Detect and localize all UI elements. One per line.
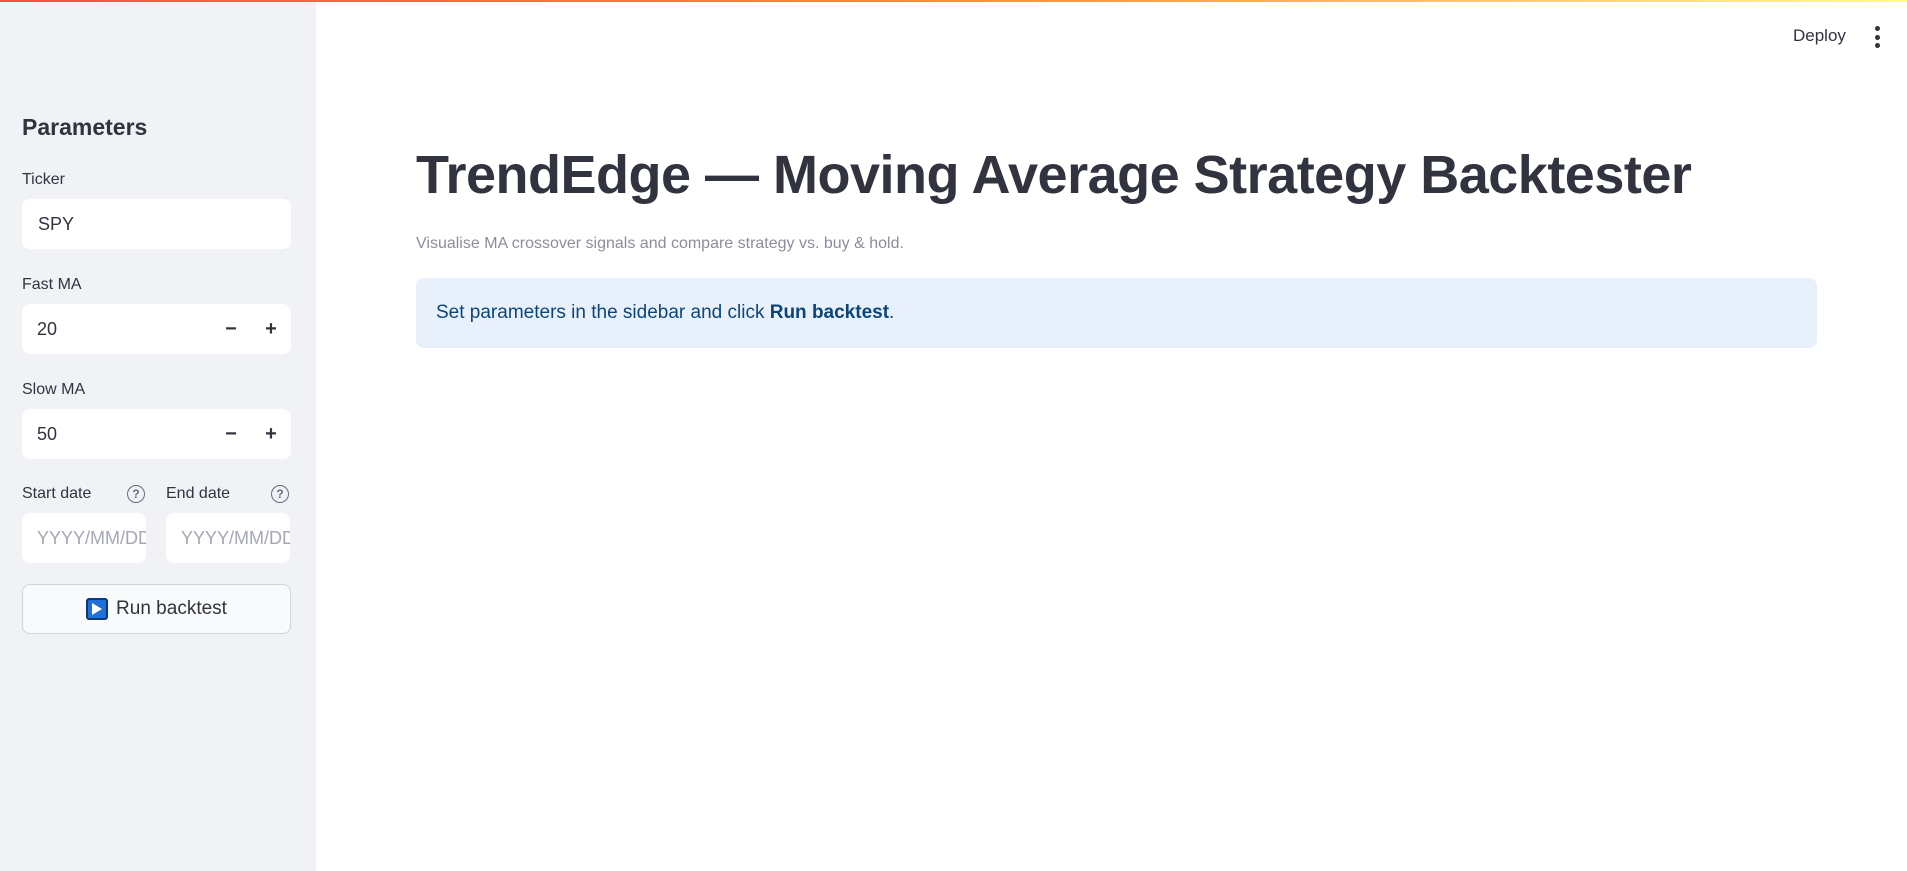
fast-ma-increment-button[interactable]: + [265, 317, 277, 340]
slow-ma-label: Slow MA [22, 381, 86, 398]
run-backtest-button[interactable]: Run backtest [22, 584, 291, 634]
fast-ma-decrement-button[interactable]: − [225, 317, 237, 340]
top-decoration-bar [0, 0, 1907, 2]
fast-ma-value[interactable]: 20 [37, 318, 58, 339]
info-text-suffix: . [889, 302, 895, 323]
slow-ma-decrement-button[interactable]: − [225, 422, 237, 445]
end-date-label: End date [166, 485, 231, 502]
sidebar: Parameters Ticker SPY Fast MA 20 − + Slo… [0, 0, 316, 871]
start-date-input[interactable]: YYYY/MM/DD [22, 513, 146, 563]
slow-ma-value[interactable]: 50 [37, 423, 58, 444]
ticker-label: Ticker [22, 171, 65, 188]
end-date-help-icon[interactable]: ? [271, 485, 289, 503]
info-text-bold: Run backtest [769, 302, 890, 323]
start-date-label: Start date [22, 485, 92, 502]
slow-ma-number-input: 50 − + [22, 409, 291, 459]
run-backtest-label: Run backtest [116, 598, 227, 619]
play-button-icon [86, 598, 109, 620]
page-caption: Visualise MA crossover signals and compa… [416, 235, 904, 252]
end-date-input[interactable]: YYYY/MM/DD [166, 513, 290, 563]
info-alert: Set parameters in the sidebar and click … [416, 278, 1817, 348]
fast-ma-label: Fast MA [22, 276, 82, 293]
ticker-input[interactable]: SPY [22, 199, 291, 249]
page-title: TrendEdge — Moving Average Strategy Back… [416, 145, 1692, 205]
deploy-button[interactable]: Deploy [1793, 26, 1846, 45]
kebab-menu-icon[interactable] [1869, 26, 1885, 48]
start-date-help-icon[interactable]: ? [127, 485, 145, 503]
info-text-prefix: Set parameters in the sidebar and click [436, 302, 765, 323]
slow-ma-increment-button[interactable]: + [265, 422, 277, 445]
fast-ma-number-input: 20 − + [22, 304, 291, 354]
sidebar-title: Parameters [22, 114, 148, 140]
